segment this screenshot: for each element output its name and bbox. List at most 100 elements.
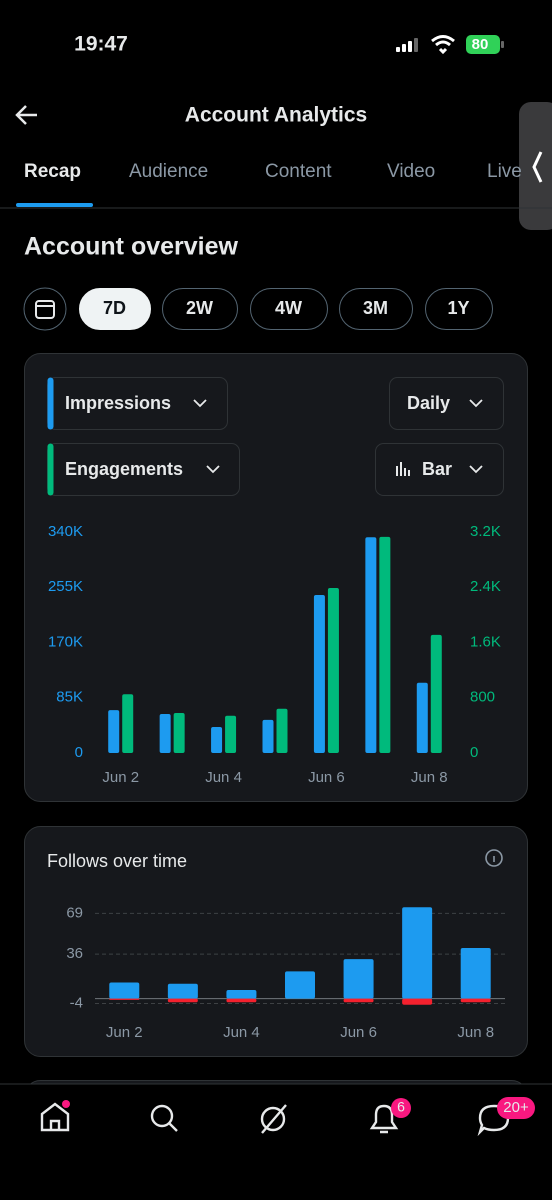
card-title: Follows over time [47,851,187,871]
tab[interactable]: Audience [129,161,208,182]
x-tick-label: Jun 8 [411,769,448,786]
style-selector[interactable] [375,443,504,496]
bar [109,982,140,999]
battery-level: 80 [472,36,489,53]
dropdown-icon [206,465,220,474]
badge [391,1098,411,1118]
metric-color [47,443,54,496]
battery-tip [501,41,504,48]
y2-tick-label: 2.4K [470,578,501,595]
home-icon[interactable] [40,1102,70,1132]
bar [108,710,120,753]
y-tick-label: 340K [48,523,83,540]
range-selector: 7D 2W 4W 3M 1Y [79,288,493,330]
tab[interactable]: Live [487,161,522,182]
tab[interactable]: Video [387,161,435,182]
chevron [532,151,543,183]
range-pill[interactable] [339,288,413,330]
metric-name: Impressions [65,393,171,413]
badge-count: 20+ [503,1099,529,1116]
range-label[interactable]: 3M [363,298,388,318]
bar [226,998,257,1003]
bar [276,708,288,753]
x-tick-label: Jun 2 [102,769,139,786]
range-label[interactable]: 7D [103,298,126,318]
calendar-icon [35,300,55,319]
x-tick-label: Jun 6 [308,769,345,786]
y-tick-label: 170K [48,633,83,650]
info-icon[interactable] [485,849,503,867]
bar [225,715,237,753]
y2-tick-label: 0 [470,744,478,761]
metric-color [47,377,54,430]
section-title: Account overview [24,233,239,261]
bar [211,727,223,753]
range-label[interactable]: 2W [186,298,213,318]
tab-indicator [16,203,93,207]
badge [497,1097,535,1119]
bar [402,998,433,1005]
x-tick-label: Jun 4 [223,1024,260,1041]
y-tick-label: 0 [75,744,83,761]
impressions-chart: 0 85K 170K 255K 340K 0 800 1.6K 2.4K 3.2K Jun 2 Jun… [48,523,501,786]
y-tick-label: 85K [56,689,83,706]
search-icon[interactable] [150,1104,178,1132]
range-pill[interactable] [162,288,238,330]
dropdown-icon [469,399,483,408]
bar [167,983,198,999]
x-tick-label: Jun 6 [340,1024,377,1041]
bar [430,634,442,753]
y-tick-label: 255K [48,578,83,595]
tab[interactable]: Content [265,161,332,182]
dropdown-icon [193,399,207,408]
range-label[interactable]: 1Y [447,298,469,318]
y-tick-label: -4 [70,994,83,1011]
x-tick-label: Jun 2 [106,1024,143,1041]
bar [365,537,377,753]
y2-tick-label: 800 [470,689,495,706]
dropdown-icon [469,465,483,474]
bar [109,998,140,1000]
tab[interactable]: Recap [24,161,81,182]
bar [226,989,257,999]
x-tick-label: Jun 4 [205,769,242,786]
bar [173,712,185,753]
interval-selector[interactable] [389,377,504,430]
bar [402,907,433,999]
y-tick-label: 69 [66,904,83,921]
back-button[interactable] [15,105,37,125]
bar [460,947,491,999]
y2-tick-label: 1.6K [470,633,501,650]
bar [262,719,274,753]
grok-icon[interactable] [260,1104,287,1134]
range-pill[interactable] [250,288,328,330]
range-pill[interactable] [425,288,493,330]
bar [379,536,391,753]
home-dot [62,1100,70,1108]
metric-name: Engagements [65,459,183,479]
bar [343,998,374,1003]
x-tick-label: Jun 8 [457,1024,494,1041]
card [24,353,528,802]
bar-icon [396,462,410,476]
bar [416,682,428,753]
bar [327,587,339,753]
range-pill[interactable] [79,288,151,330]
bar [159,714,171,753]
page-title: Account Analytics [185,104,367,127]
follows-chart: -4 36 69 Jun 2 Jun 4 Jun 6 Jun 8 [66,904,505,1041]
calendar-button[interactable] [23,287,67,331]
range-label[interactable]: 4W [275,298,302,318]
tab-bar: Recap Audience Content Video Live [24,161,522,182]
bar [122,694,134,753]
notifications-icon[interactable] [369,1104,399,1134]
nav-bar [0,1084,552,1200]
interval-label: Daily [407,393,450,413]
battery [466,35,500,54]
style-label: Bar [422,459,452,479]
signal-icon [396,38,418,52]
bar [313,595,325,753]
clock: 19:47 [74,33,128,56]
bar [285,971,315,999]
